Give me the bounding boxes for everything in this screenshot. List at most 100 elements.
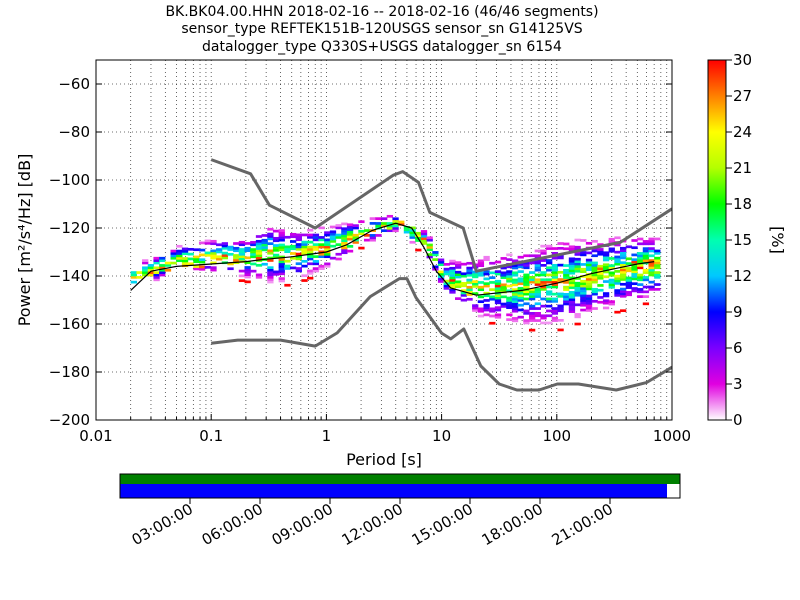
heat-cell [648, 242, 655, 246]
heat-cell [551, 276, 559, 279]
heat-cell [227, 267, 234, 271]
heat-cell [312, 236, 320, 239]
heat-cell [181, 247, 189, 251]
heat-cell [284, 250, 291, 253]
heat-cell [631, 272, 638, 276]
heat-cell [631, 282, 638, 286]
heat-cell [506, 296, 513, 300]
heat-cell [193, 267, 200, 271]
heat-cell [244, 256, 251, 260]
timeline-gap-bar [120, 484, 667, 498]
heat-cell [210, 239, 217, 243]
heat-cell [648, 249, 655, 253]
heat-cell [546, 304, 553, 308]
heat-cell [625, 281, 632, 285]
heat-cell [147, 268, 155, 272]
heat-cell [540, 278, 547, 282]
colorbar-tick-label: 24 [733, 123, 752, 141]
heat-cell [301, 252, 308, 256]
heat-cell [637, 290, 644, 294]
heat-cell [620, 270, 627, 274]
heat-cell [648, 261, 655, 265]
heat-cell [631, 265, 638, 269]
heat-cell [494, 270, 502, 273]
heat-cell [477, 309, 485, 313]
heat-cell [335, 243, 342, 246]
heat-cell [563, 293, 570, 296]
heat-cell [631, 253, 638, 257]
heat-cell [170, 256, 177, 260]
heat-cell [324, 240, 331, 244]
heat-cell [580, 279, 587, 283]
heat-cell [568, 259, 576, 263]
heat-cell [477, 288, 485, 292]
heat-cell [546, 300, 553, 303]
heat-cell [483, 258, 490, 261]
heat-cell [574, 257, 581, 261]
heat-cell [307, 248, 314, 251]
heat-cell [511, 281, 519, 284]
heat-cell [477, 295, 485, 299]
heat-cell [437, 270, 445, 274]
heat-cell [250, 262, 257, 266]
heat-cell [574, 265, 581, 268]
heat-cell [614, 274, 621, 278]
heat-cell [631, 258, 638, 262]
heat-cell [307, 257, 314, 261]
heat-cell [381, 224, 388, 228]
heat-cell [597, 248, 604, 251]
heat-cell [534, 280, 541, 284]
x-tick-label: 1000 [653, 427, 691, 445]
heat-cell [284, 264, 291, 268]
heat-cell [631, 270, 638, 274]
heat-cell [420, 237, 428, 240]
heat-cell [597, 284, 604, 287]
heat-cell [563, 281, 570, 284]
heat-cell [216, 243, 223, 247]
heat-cell [466, 261, 473, 265]
heat-cell [204, 253, 211, 257]
heat-cell [591, 280, 598, 284]
heat-cell [460, 294, 467, 297]
heat-cell [307, 233, 314, 237]
heat-cell [369, 238, 376, 242]
heat-cell [375, 217, 382, 220]
heat-cell [295, 243, 302, 246]
heat-cell [312, 262, 320, 266]
heat-cell [517, 270, 524, 273]
heat-cell [472, 306, 479, 310]
heat-cell [574, 286, 581, 290]
heat-cell [255, 254, 263, 258]
heat-cell [608, 300, 615, 304]
heat-cell [642, 249, 650, 253]
x-tick-label: 10 [432, 427, 451, 445]
heat-cell [540, 314, 547, 318]
heat-cell [591, 263, 598, 267]
heat-cell [500, 271, 507, 275]
heat-cell [233, 242, 240, 245]
heat-cell [654, 261, 661, 265]
heat-cell [568, 298, 576, 301]
heat-cell [472, 280, 479, 283]
heat-cell [528, 288, 536, 291]
heat-cell [500, 266, 507, 270]
heat-cell [335, 233, 342, 237]
heat-cell [170, 249, 177, 253]
heat-cell [455, 275, 462, 279]
heat-cell [489, 307, 496, 311]
heat-cell [608, 266, 615, 270]
heat-cell [483, 282, 490, 285]
heat-cell [631, 246, 638, 250]
heat-cell [557, 294, 564, 298]
heat-cell [489, 271, 496, 275]
heat-cell [534, 295, 541, 298]
heat-cell [386, 224, 394, 228]
heat-cell [568, 247, 576, 251]
colorbar-tick-label: 3 [733, 375, 743, 393]
heat-cell [489, 288, 496, 291]
heat-cell [534, 261, 541, 265]
heat-cell [358, 220, 365, 224]
heat-cell [506, 299, 513, 302]
heat-cell [159, 266, 166, 270]
heat-cell [318, 226, 325, 230]
